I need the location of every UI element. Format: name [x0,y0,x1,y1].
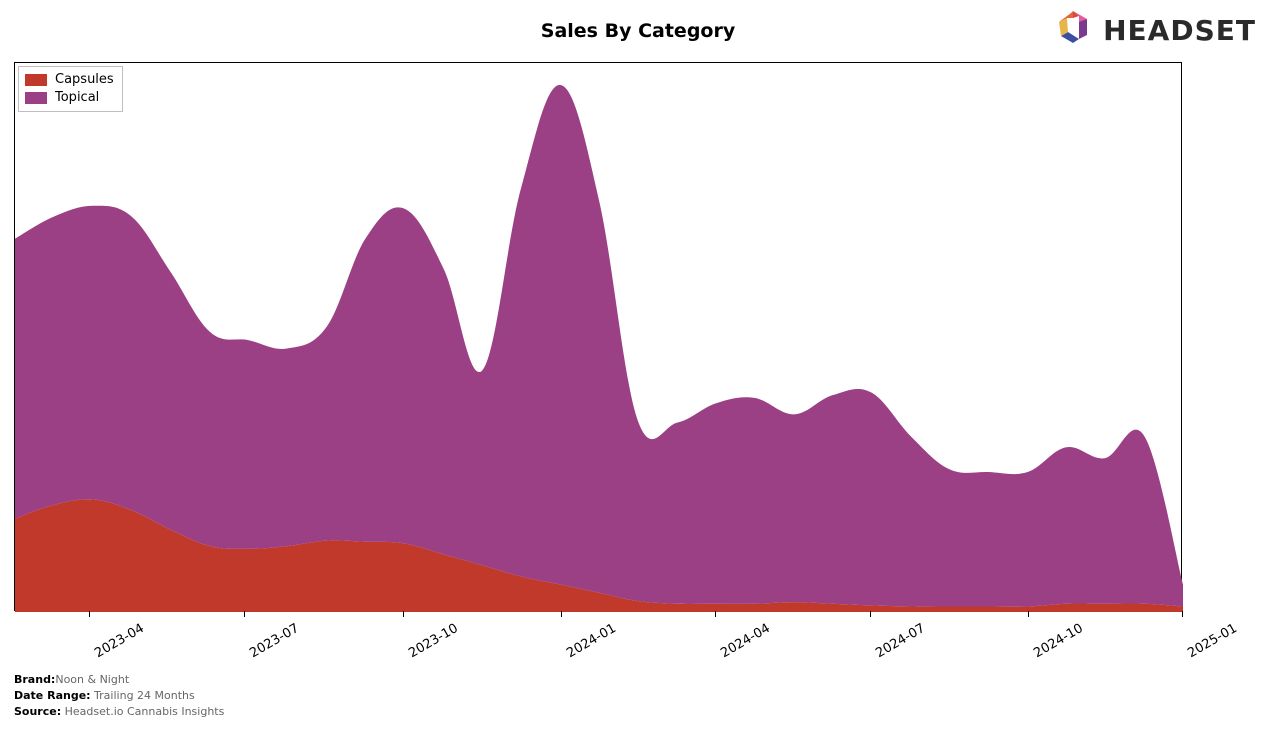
legend-label: Capsules [55,71,114,89]
x-tick-mark [244,611,245,617]
legend-swatch-topical [25,92,47,104]
chart-plot-area [14,62,1182,611]
area-chart-svg [15,63,1183,612]
x-tick-label: 2023-10 [406,621,461,661]
x-tick-mark [561,611,562,617]
legend-swatch-capsules [25,74,47,86]
footer-line: Brand:Noon & Night [14,672,224,688]
chart-footer: Brand:Noon & Night Date Range: Trailing … [14,672,224,720]
footer-line: Date Range: Trailing 24 Months [14,688,224,704]
x-tick-label: 2023-07 [247,621,302,661]
x-tick-mark [870,611,871,617]
x-tick-mark [89,611,90,617]
legend-label: Topical [55,89,99,107]
x-tick-mark [715,611,716,617]
x-tick-mark [403,611,404,617]
headset-logo-icon [1051,8,1095,52]
x-tick-label: 2024-04 [718,621,773,661]
x-tick-label: 2023-04 [92,621,147,661]
x-tick-mark [1028,611,1029,617]
brand-logo-text: HEADSET [1103,14,1256,47]
x-tick-label: 2024-07 [873,621,928,661]
legend-item: Capsules [25,71,114,89]
x-tick-label: 2024-10 [1031,621,1086,661]
x-tick-mark [1182,611,1183,617]
footer-line: Source: Headset.io Cannabis Insights [14,704,224,720]
chart-title: Sales By Category [541,20,735,42]
x-tick-label: 2025-01 [1185,621,1240,661]
brand-logo: HEADSET [1051,8,1256,52]
chart-legend: Capsules Topical [18,66,123,112]
area-series-topical [15,85,1183,607]
legend-item: Topical [25,89,114,107]
x-tick-label: 2024-01 [564,621,619,661]
